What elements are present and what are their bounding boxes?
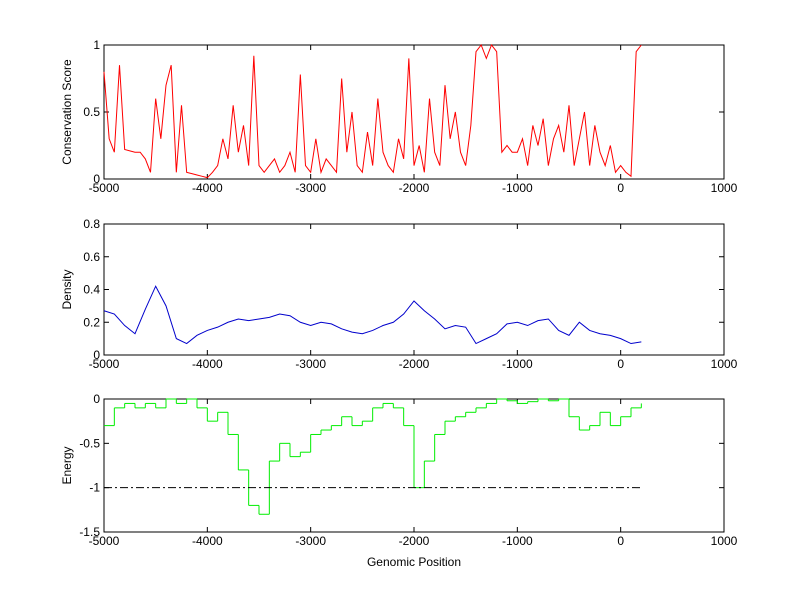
y-tick-label: 0 <box>93 348 100 362</box>
x-tick-label: -3000 <box>295 534 326 548</box>
data-line <box>103 285 642 345</box>
y-axis-label: Conservation Score <box>60 59 74 165</box>
subplot: -5000 -4000 -3000 -2000 -1000 0 1000 0 0.5 1 Conse… <box>60 38 738 195</box>
y-tick-label: 0.8 <box>83 217 100 231</box>
data-line <box>103 43 642 179</box>
y-tick-label: 0 <box>93 172 100 186</box>
x-tick-label: -4000 <box>192 357 223 371</box>
x-tick-label: 0 <box>617 534 624 548</box>
y-tick-label: 0.6 <box>83 250 100 264</box>
x-tick-label: 1000 <box>711 534 738 548</box>
y-tick-label: 0 <box>93 392 100 406</box>
x-tick-label: -5000 <box>89 181 120 195</box>
x-tick-label: 1000 <box>711 357 738 371</box>
y-tick-label: 1 <box>93 38 100 52</box>
x-tick-label: -1000 <box>502 181 533 195</box>
x-tick-label: 0 <box>617 357 624 371</box>
x-tick-label: -2000 <box>399 181 430 195</box>
x-tick-label: 0 <box>617 181 624 195</box>
y-tick-label: 0.2 <box>83 315 100 329</box>
x-tick-label: -3000 <box>295 181 326 195</box>
y-tick-label: -0.5 <box>79 436 100 450</box>
subplot: -5000 -4000 -3000 -2000 -1000 0 1000 -1.5 -1 -0.5… <box>60 392 738 569</box>
x-axis-label: Genomic Position <box>367 555 461 569</box>
x-tick-label: -3000 <box>295 357 326 371</box>
x-tick-label: 1000 <box>711 181 738 195</box>
y-tick-label: 0.5 <box>83 105 100 119</box>
x-tick-label: -5000 <box>89 534 120 548</box>
x-tick-label: -1000 <box>502 357 533 371</box>
x-tick-label: -2000 <box>399 534 430 548</box>
y-tick-label: 0.4 <box>83 283 100 297</box>
x-tick-label: -4000 <box>192 534 223 548</box>
y-tick-label: -1.5 <box>79 525 100 539</box>
y-axis-label: Energy <box>60 446 74 484</box>
x-tick-label: -5000 <box>89 357 120 371</box>
x-tick-label: -4000 <box>192 181 223 195</box>
x-tick-label: -1000 <box>502 534 533 548</box>
subplot: -5000 -4000 -3000 -2000 -1000 0 1000 0 0.2 0.4 0.6… <box>60 217 738 371</box>
y-axis-label: Density <box>60 269 74 309</box>
x-tick-label: -2000 <box>399 357 430 371</box>
y-tick-label: -1 <box>89 481 100 495</box>
